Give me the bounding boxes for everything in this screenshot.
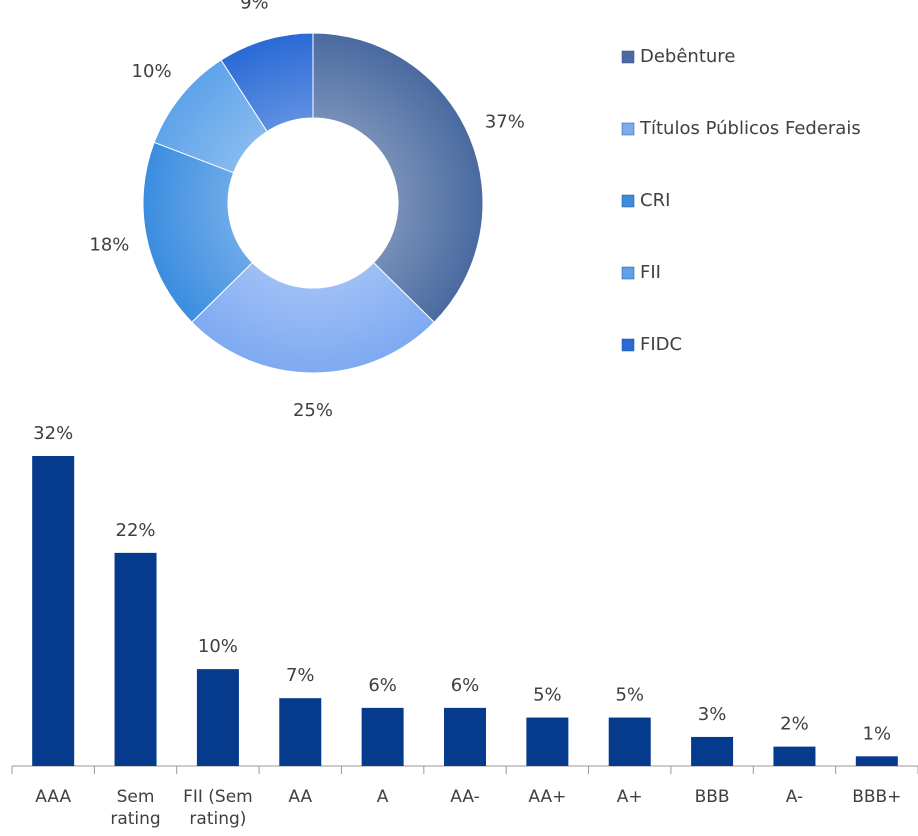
slice-label: 9%: [240, 0, 269, 13]
legend-swatch: [621, 122, 635, 136]
slice-label: 25%: [293, 400, 333, 421]
bar: [32, 456, 75, 766]
x-tick-label: AAA: [35, 787, 72, 807]
bar: [691, 736, 734, 766]
x-tick-label: AA-: [450, 787, 480, 807]
bar-label: 6%: [451, 675, 480, 696]
slice-label: 18%: [89, 235, 129, 256]
legend-swatch: [621, 50, 635, 64]
bar-label: 10%: [198, 636, 238, 657]
bar-label: 3%: [698, 704, 727, 725]
bar-label: 32%: [33, 423, 73, 444]
bar-label: 5%: [533, 685, 562, 706]
legend-label: FII: [640, 262, 661, 283]
x-tick-label: BBB: [694, 787, 730, 807]
x-tick-label: Sem rating: [110, 787, 161, 829]
slice-label: 10%: [132, 61, 172, 82]
bar: [361, 707, 404, 766]
legend-label: CRI: [640, 190, 670, 211]
bar-label: 6%: [368, 675, 397, 696]
bar: [773, 746, 816, 766]
bar-label: 7%: [286, 665, 315, 686]
legend-swatch: [621, 194, 635, 208]
bar: [608, 717, 651, 766]
legend-swatch: [621, 266, 635, 280]
bar-label: 1%: [863, 723, 892, 744]
bar-label: 22%: [116, 520, 156, 541]
x-tick-label: AA: [288, 787, 313, 807]
x-tick-label: FII (Sem rating): [183, 787, 253, 829]
x-tick-label: A: [376, 787, 389, 807]
bar: [526, 717, 569, 766]
bar: [855, 756, 898, 766]
bar: [114, 552, 157, 766]
bar-label: 2%: [780, 714, 809, 735]
bar: [196, 669, 239, 766]
slice-label: 37%: [485, 112, 525, 133]
bar: [279, 698, 322, 766]
x-tick-label: A+: [616, 787, 643, 807]
bar-label: 5%: [615, 685, 644, 706]
donut-slice: [312, 32, 484, 323]
x-tick-label: A-: [785, 787, 804, 807]
x-tick-label: AA+: [528, 787, 567, 807]
legend-swatch: [621, 338, 635, 352]
legend-label: Debênture: [640, 46, 735, 67]
bar: [444, 707, 486, 766]
legend-label: Títulos Públicos Federais: [639, 118, 861, 139]
legend-label: FIDC: [640, 334, 682, 355]
x-tick-label: BBB+: [852, 787, 902, 807]
